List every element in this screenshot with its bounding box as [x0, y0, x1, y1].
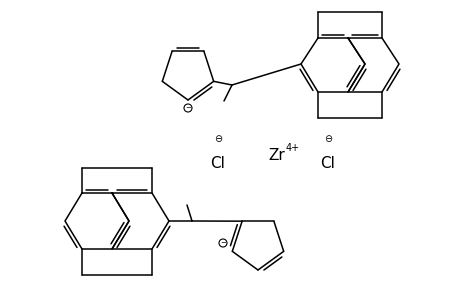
Text: −: − — [185, 105, 190, 111]
Text: ⊖: ⊖ — [323, 134, 331, 144]
Text: 4+: 4+ — [285, 143, 299, 153]
Text: ⊖: ⊖ — [213, 134, 222, 144]
Text: Cl: Cl — [210, 156, 225, 171]
Text: Cl: Cl — [320, 156, 335, 171]
Text: Zr: Zr — [268, 148, 284, 163]
Text: −: − — [219, 240, 225, 246]
